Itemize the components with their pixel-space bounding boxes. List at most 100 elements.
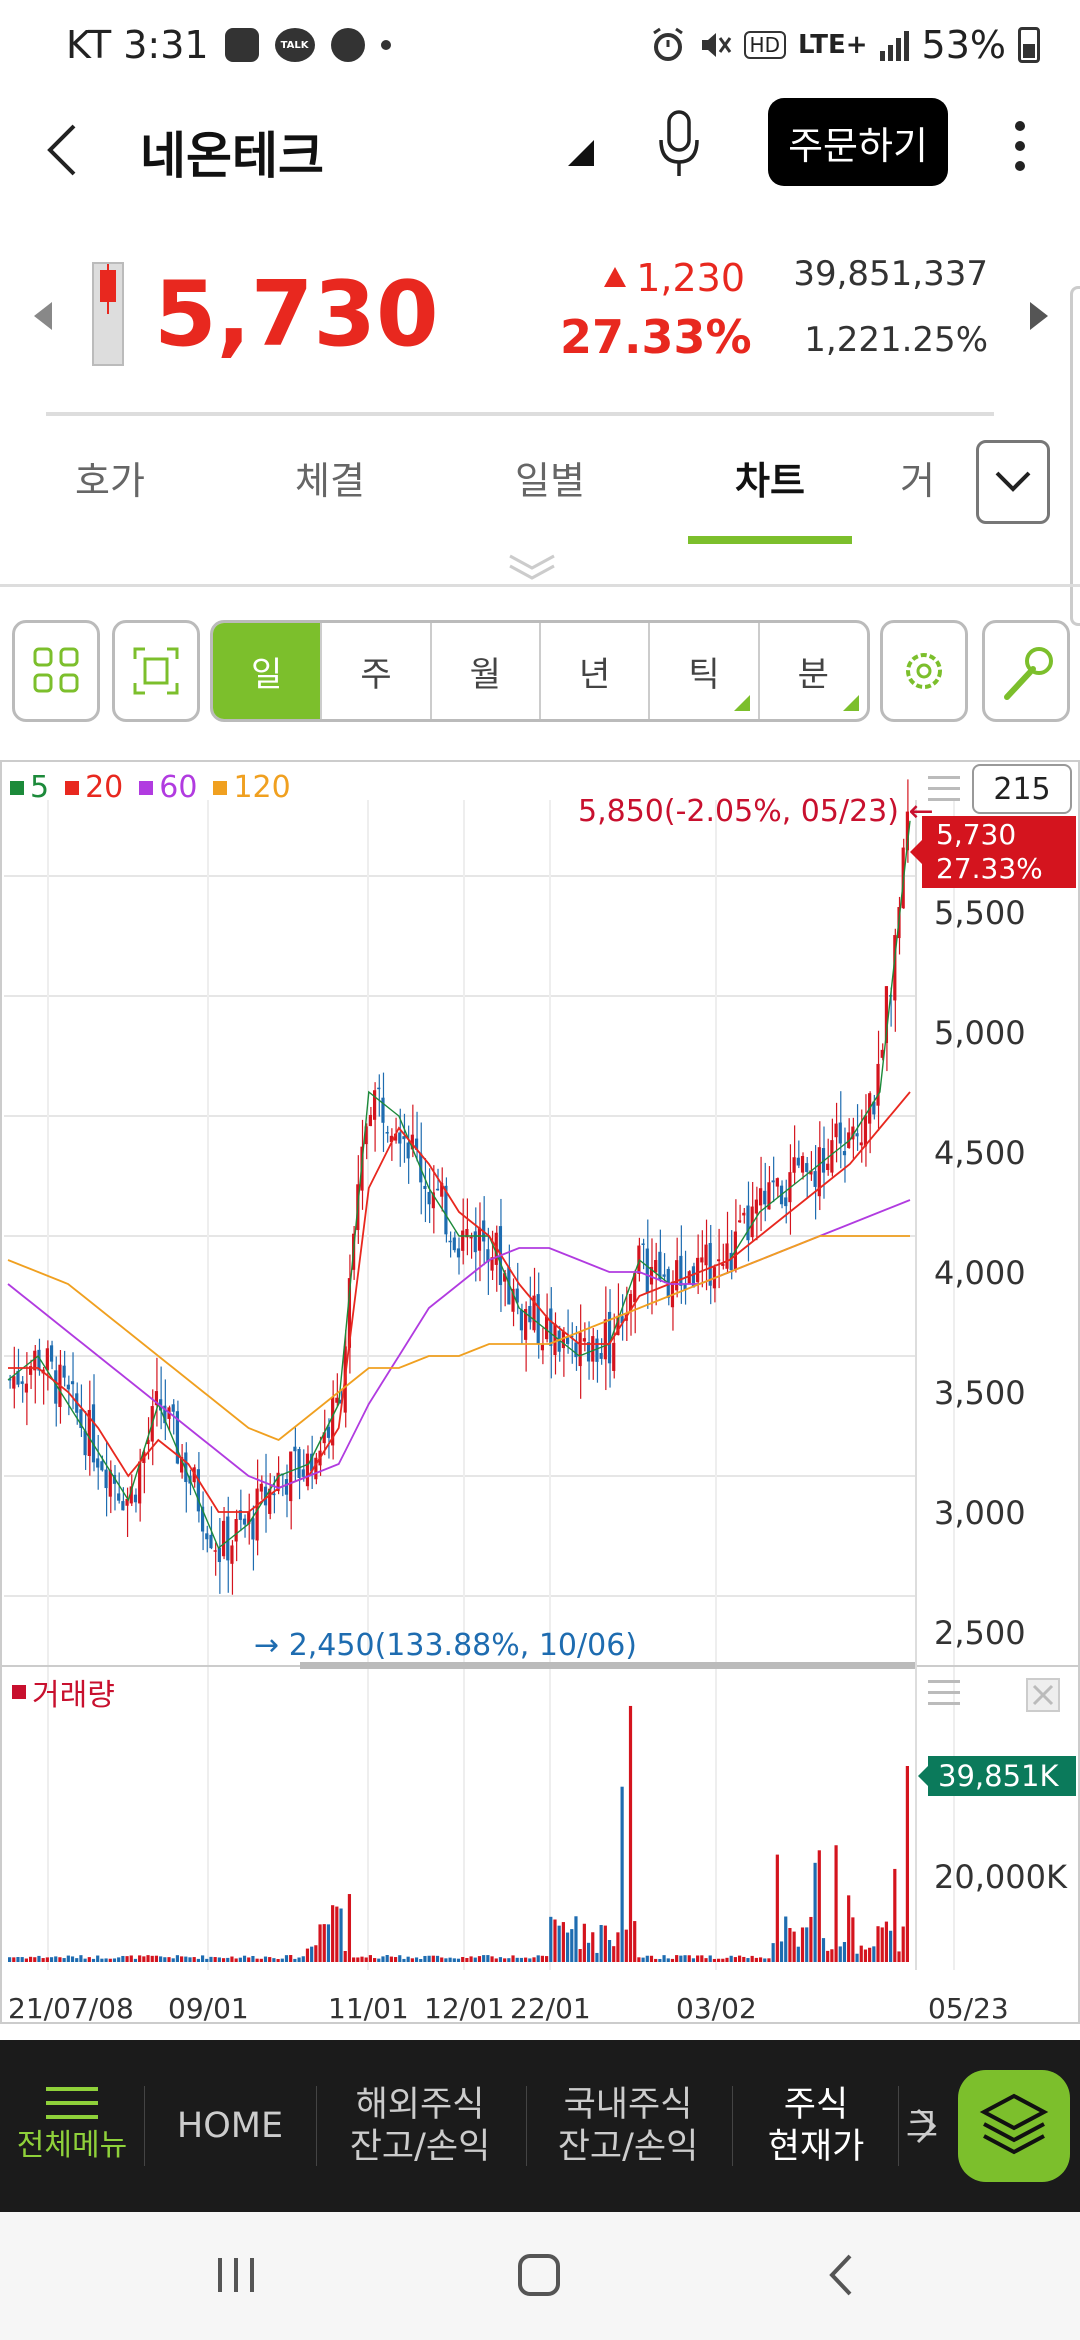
volume-bar — [289, 1955, 293, 1962]
candle-body — [884, 986, 889, 1044]
candle-body — [565, 1337, 570, 1344]
x-tick: 12/01 — [424, 1992, 505, 2025]
volume-bar — [37, 1955, 41, 1962]
candle-body — [398, 1132, 402, 1144]
volume-bar — [410, 1958, 414, 1962]
volume-bar — [133, 1958, 138, 1962]
settings-button[interactable] — [880, 620, 968, 722]
period-minute[interactable]: 분 — [760, 623, 867, 719]
candle-body — [620, 1316, 624, 1324]
microphone-icon[interactable] — [655, 110, 703, 180]
menu-domestic-balance[interactable]: 국내주식 잔고/손익 — [557, 2085, 699, 2167]
period-month[interactable]: 월 — [432, 623, 541, 719]
tab-chart[interactable]: 차트 — [735, 459, 805, 503]
side-handle[interactable] — [1070, 286, 1080, 626]
candle-body — [511, 1288, 515, 1312]
volume-bar — [595, 1952, 599, 1962]
recent-apps-icon[interactable] — [212, 2250, 262, 2300]
period-year[interactable]: 년 — [541, 623, 651, 719]
stock-name[interactable]: 네온테크 — [140, 127, 324, 185]
tab-expand-button[interactable] — [976, 440, 1050, 524]
candle-body — [725, 1243, 729, 1269]
menu-overseas-balance[interactable]: 해외주식 잔고/손익 — [349, 2085, 491, 2167]
candle-body — [851, 1126, 855, 1140]
volume-bar — [389, 1956, 393, 1962]
prev-stock-icon[interactable] — [34, 302, 52, 330]
candle-body — [100, 1461, 104, 1471]
candle-body — [310, 1453, 314, 1472]
chevron-right-icon[interactable] — [914, 2106, 938, 2146]
tab-daily[interactable]: 일별 — [515, 459, 585, 503]
period-day[interactable]: 일 — [213, 623, 323, 719]
chart-menu-icon[interactable] — [928, 776, 960, 802]
back-icon[interactable] — [816, 2250, 866, 2300]
back-arrow-icon[interactable] — [42, 120, 82, 180]
volume-bar — [238, 1957, 242, 1962]
candle-body — [314, 1457, 318, 1480]
candle-body — [628, 1293, 633, 1311]
menu-home[interactable]: HOME — [176, 2106, 284, 2146]
candle-body — [591, 1336, 595, 1362]
volume-bar — [767, 1958, 771, 1962]
volume-bar — [150, 1955, 154, 1962]
candle-body — [737, 1220, 742, 1223]
close-icon[interactable] — [1026, 1678, 1060, 1712]
period-tick-label: 틱 — [688, 654, 720, 695]
volume-bar — [188, 1957, 192, 1962]
volume-bar — [511, 1955, 515, 1962]
volume-bar — [91, 1958, 96, 1962]
volume-bar — [524, 1957, 528, 1962]
volume-bar — [45, 1957, 49, 1962]
carrier-time: KT 3:31 — [66, 23, 209, 67]
grid-layout-button[interactable] — [12, 620, 100, 722]
volume-bar — [452, 1958, 456, 1962]
volume-bar — [691, 1958, 696, 1962]
volume-menu-icon[interactable] — [928, 1680, 960, 1706]
volume-bar — [628, 1705, 633, 1962]
ma-line-120 — [7, 1235, 910, 1442]
volume-bar — [58, 1957, 62, 1962]
candle-body — [683, 1284, 687, 1291]
candle-body — [599, 1353, 603, 1359]
current-price-tag-pct: 27.33% — [936, 852, 1043, 885]
volume-bar — [868, 1947, 872, 1962]
tab-next[interactable]: 거 — [900, 459, 935, 503]
volume-bar — [96, 1955, 100, 1962]
more-vert-icon[interactable] — [1008, 116, 1032, 176]
volume-bar — [901, 1926, 905, 1962]
volume-bar — [486, 1955, 490, 1962]
full-menu-button[interactable]: 전체메뉴 — [0, 2040, 144, 2212]
volume-bar — [108, 1958, 112, 1962]
stock-chart[interactable]: 5 20 60 120 215 5,850(-2.05%, 05/23) ← 5… — [0, 760, 1080, 2025]
candle-count-input[interactable]: 215 — [972, 764, 1072, 814]
high-price-text: 5,850(-2.05%, 05/23) — [578, 794, 899, 829]
tab-trades[interactable]: 체결 — [295, 459, 365, 503]
scroll-handle[interactable] — [300, 1662, 916, 1669]
high-price-label: 5,850(-2.05%, 05/23) ← — [578, 794, 934, 829]
fullscreen-button[interactable] — [112, 620, 200, 722]
candle-body — [687, 1271, 691, 1284]
volume-bar — [398, 1955, 402, 1962]
volume-bar — [339, 1908, 343, 1962]
chart-canvas[interactable] — [0, 760, 1080, 2025]
layers-button[interactable] — [958, 2070, 1070, 2182]
collapse-chevron-icon[interactable] — [506, 552, 558, 582]
stock-dropdown-icon[interactable] — [568, 140, 594, 166]
volume-bar — [670, 1958, 675, 1962]
menu-current-price[interactable]: 주식 현재가 — [767, 2085, 865, 2167]
candle-body — [133, 1494, 138, 1503]
volume-bar — [515, 1957, 519, 1962]
candle-body — [49, 1345, 54, 1362]
order-button[interactable]: 주문하기 — [768, 98, 948, 186]
next-stock-icon[interactable] — [1030, 302, 1048, 330]
volume-bar — [461, 1956, 465, 1962]
tab-hoga[interactable]: 호가 — [75, 459, 145, 503]
period-tick[interactable]: 틱 — [650, 623, 760, 719]
volume-bar — [842, 1941, 847, 1962]
tools-button[interactable] — [982, 620, 1070, 722]
home-icon[interactable] — [514, 2250, 564, 2300]
period-week[interactable]: 주 — [322, 623, 432, 719]
candle-body — [553, 1323, 557, 1355]
layers-icon — [979, 2093, 1049, 2155]
volume-bar — [117, 1957, 121, 1962]
